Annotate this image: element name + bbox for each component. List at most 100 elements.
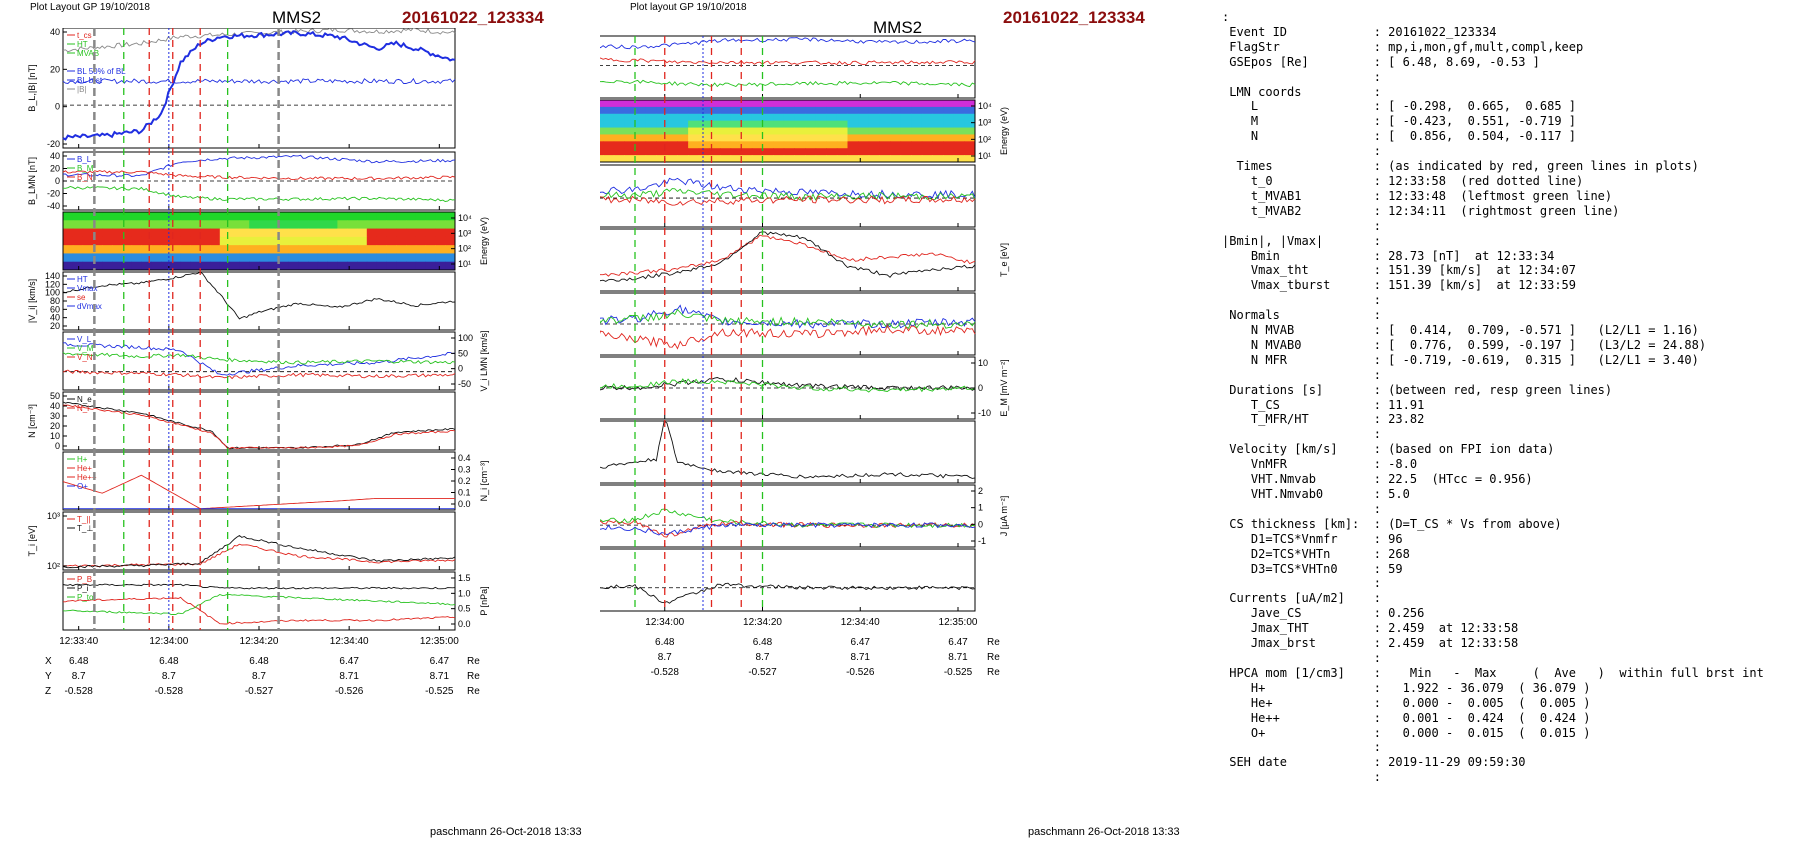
spectrogram-cell [180, 236, 191, 246]
spectrogram-cell [858, 100, 870, 108]
spectrogram-cell [688, 106, 700, 115]
spectrogram-cell [298, 253, 309, 263]
x-tick-label: 12:33:40 [59, 636, 98, 647]
spectrogram-cell [635, 100, 647, 108]
y-axis-label: B_L,|B| [nT] [27, 64, 37, 111]
ephemeris-value: 8.71 [948, 652, 968, 663]
series-line-V-M [62, 352, 456, 365]
spectrogram-cell [317, 245, 329, 254]
spectrogram-cell [921, 141, 933, 149]
spectrogram-cell [386, 236, 397, 246]
spectrogram-cell [386, 212, 397, 221]
spectrogram-cell [278, 261, 289, 271]
y-tick-label: 20 [50, 421, 60, 431]
spectrogram-cell [943, 148, 955, 156]
summary-line: D2=TCS*VHTn : 268 [1250, 546, 1410, 561]
spectrogram-cell [847, 141, 859, 149]
spectrogram-cell [794, 106, 806, 115]
y-tick-label: 1.5 [458, 573, 471, 583]
spectrogram-cell [879, 148, 891, 156]
spectrogram-cell [964, 106, 976, 115]
spectrogram-cell [773, 148, 785, 156]
spectrogram-cell [72, 220, 84, 230]
spectrogram-cell [741, 106, 753, 115]
spectrogram-cell [337, 261, 348, 271]
spectrogram-cell [868, 127, 880, 135]
y-tick-label: 10² [47, 561, 60, 571]
y-axis-label-right: V_i LMN [km/s] [479, 330, 489, 391]
spectrogram-cell [964, 141, 976, 149]
spectrogram-cell [121, 220, 133, 230]
spectrogram-cell [911, 113, 923, 122]
spectrogram-cell [396, 253, 407, 263]
spectrogram-cell [603, 155, 615, 163]
spectrogram-cell [762, 100, 774, 108]
middle-event-label: 20161022_123334 [1003, 8, 1145, 27]
summary-line: D1=TCS*Vnmfr : 96 [1250, 531, 1403, 546]
spectrogram-cell [327, 261, 338, 271]
middle-header-layout: Plot layout GP 19/10/2018 [630, 2, 747, 13]
spectrogram-cell [815, 100, 827, 108]
spectrogram-cell [751, 100, 763, 108]
legend-label: se [77, 293, 86, 302]
spectrogram-cell [890, 113, 902, 122]
spectrogram-cell [656, 155, 668, 163]
spectrogram-cell [751, 148, 763, 156]
spectrogram-cell [953, 127, 965, 135]
spectrogram-cell [762, 134, 774, 142]
ephemeris-value: -0.527 [245, 686, 274, 697]
legend-label: He++ [77, 473, 97, 482]
y-tick-label: 1.0 [458, 588, 471, 598]
spectrogram-cell [943, 113, 955, 122]
panel-frame [600, 420, 976, 484]
spectrogram-cell [826, 127, 838, 135]
spectrogram-cell [278, 236, 289, 246]
spectrogram-cell [900, 113, 912, 122]
spectrogram-cell [868, 134, 880, 142]
spectrogram-cell [200, 212, 211, 221]
summary-line: : [1373, 740, 1381, 755]
spectrogram-cell [239, 212, 250, 221]
spectrogram-cell [666, 155, 678, 163]
spectrogram-cell [366, 228, 378, 238]
ephemeris-unit: Re [987, 652, 1000, 663]
ephemeris-unit: Re [467, 656, 480, 667]
spectrogram-cell [911, 141, 923, 149]
spectrogram-cell [445, 220, 456, 230]
spectrogram-cell [932, 148, 944, 156]
spectrogram-cell [921, 155, 933, 163]
spectrogram-cell [278, 212, 289, 221]
spectrogram-cell [151, 253, 162, 263]
spectrogram-cell [613, 127, 625, 135]
y-axis-label: |V_i| [km/s] [27, 279, 37, 323]
spectrogram-cell [836, 120, 848, 129]
ephemeris-value: 6.48 [69, 656, 89, 667]
spectrogram-cell [741, 100, 753, 108]
x-tick-label: 12:34:20 [743, 617, 782, 628]
spectrogram-cell [376, 245, 387, 254]
spectrogram-cell [677, 134, 689, 142]
spectrogram-cell [656, 120, 668, 129]
spectrogram-cell [751, 113, 763, 122]
spectrogram-cell [337, 245, 348, 254]
legend-label: V_L [77, 335, 92, 344]
ephemeris-value: 6.48 [159, 656, 179, 667]
series-line-J-E- [600, 582, 976, 604]
spectrogram-cell [161, 261, 172, 271]
spectrogram-cell [445, 236, 456, 246]
spectrogram-cell [141, 220, 152, 230]
spectrogram-cell [445, 245, 456, 254]
summary-line: : [1373, 218, 1381, 233]
ephemeris-value: -0.525 [944, 667, 973, 678]
summary-line: FlagStr : mp,i,mon,gf,mult,compl,keep [1229, 39, 1584, 54]
spectrogram-cell [200, 220, 211, 230]
spectrogram-cell [688, 141, 700, 149]
spectrogram-cell [190, 212, 201, 221]
spectrogram-cell [357, 261, 368, 271]
spectrogram-cell [249, 220, 260, 230]
summary-line: Vmax_tht : 151.39 [km/s] at 12:34:07 [1250, 263, 1577, 278]
spectrogram-cell [72, 253, 84, 263]
spectrogram-cell [603, 120, 615, 129]
spectrogram-cell [645, 100, 657, 108]
spectrogram-cell [112, 228, 123, 238]
